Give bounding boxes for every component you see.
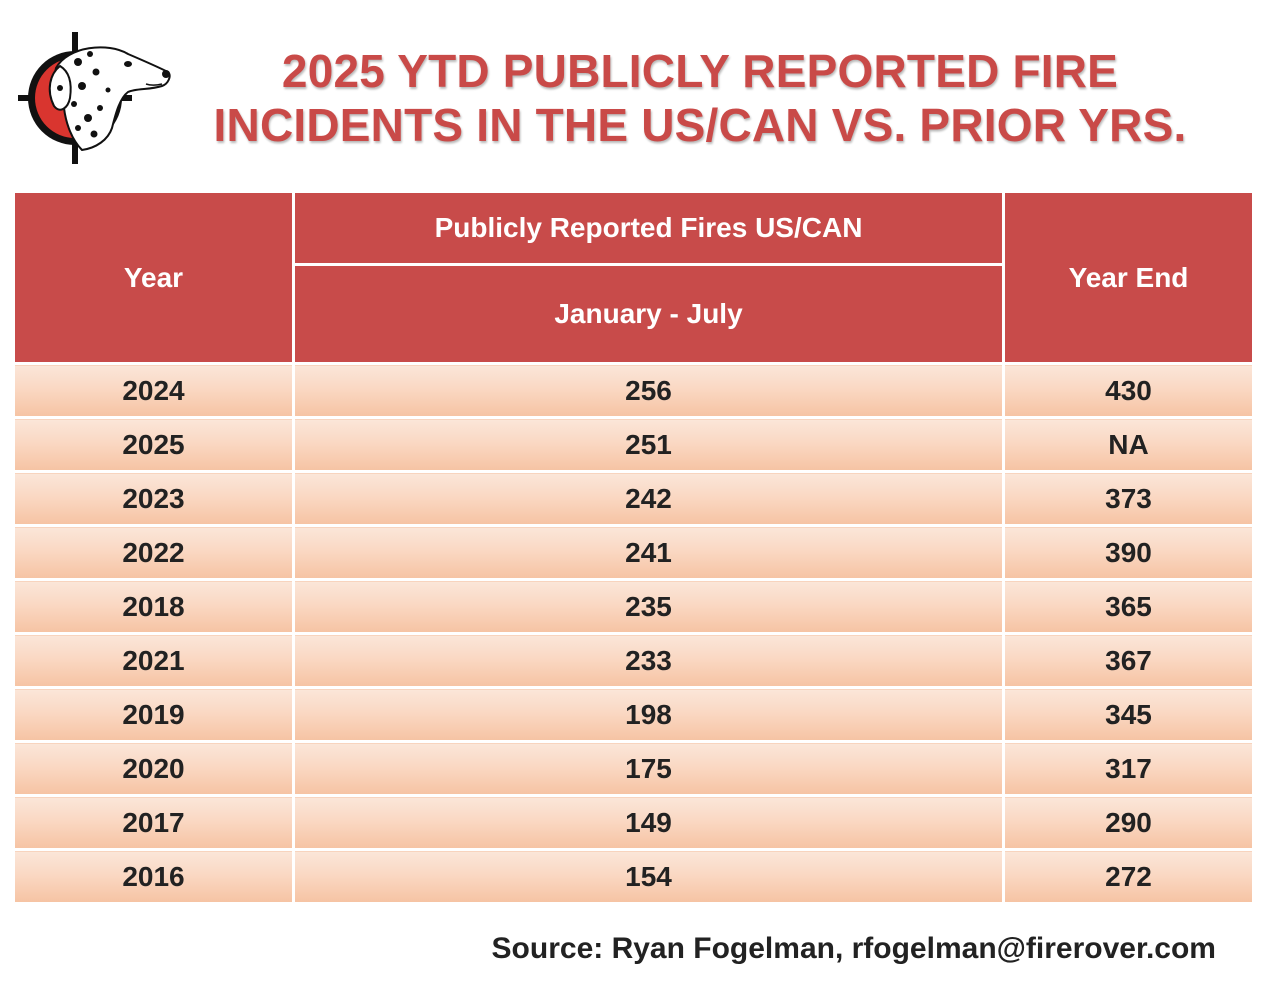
cell-year: 2025 <box>12 416 295 472</box>
cell-year-end: 290 <box>1002 794 1255 850</box>
cell-jan-jul: 175 <box>292 740 1005 796</box>
header-publicly-reported-fires: Publicly Reported Fires US/CAN <box>292 190 1005 266</box>
fire-incidents-table: Year Publicly Reported Fires US/CAN Year… <box>12 190 1255 902</box>
cell-jan-jul: 154 <box>292 848 1005 902</box>
header-year-end: Year End <box>1002 190 1255 365</box>
cell-jan-jul: 198 <box>292 686 1005 742</box>
source-note: Source: Ryan Fogelman, rfogelman@firerov… <box>491 932 1216 965</box>
table-row: 2019 198 345 <box>12 686 1255 742</box>
title-line-2: INCIDENTS IN THE US/CAN VS. PRIOR YRS. <box>213 99 1187 151</box>
cell-year-end: 317 <box>1002 740 1255 796</box>
cell-year-end: 390 <box>1002 524 1255 580</box>
cell-jan-jul: 149 <box>292 794 1005 850</box>
cell-year: 2023 <box>12 470 295 526</box>
cell-year-end: 272 <box>1002 848 1255 902</box>
table-row: 2018 235 365 <box>12 578 1255 634</box>
cell-year-end: 367 <box>1002 632 1255 688</box>
table-row: 2016 154 272 <box>12 848 1255 902</box>
cell-year-end: 345 <box>1002 686 1255 742</box>
cell-year: 2017 <box>12 794 295 850</box>
table-row: 2017 149 290 <box>12 794 1255 850</box>
cell-year: 2019 <box>12 686 295 742</box>
cell-jan-jul: 233 <box>292 632 1005 688</box>
table-row: 2023 242 373 <box>12 470 1255 526</box>
cell-year-end: 373 <box>1002 470 1255 526</box>
table-row: 2022 241 390 <box>12 524 1255 580</box>
title-line-1: 2025 YTD PUBLICLY REPORTED FIRE <box>281 45 1119 97</box>
cell-jan-jul: 251 <box>292 416 1005 472</box>
dalmatian-crosshair-logo <box>18 32 171 164</box>
cell-jan-jul: 242 <box>292 470 1005 526</box>
cell-jan-jul: 256 <box>292 363 1005 418</box>
cell-year: 2024 <box>12 363 295 418</box>
table-row: 2021 233 367 <box>12 632 1255 688</box>
cell-year: 2021 <box>12 632 295 688</box>
cell-year-end: NA <box>1002 416 1255 472</box>
page-title: 2025 YTD PUBLICLY REPORTED FIRE INCIDENT… <box>190 44 1210 152</box>
table-row: 2020 175 317 <box>12 740 1255 796</box>
table-row: 2025 251 NA <box>12 416 1255 472</box>
cell-year: 2022 <box>12 524 295 580</box>
table-row: 2024 256 430 <box>12 363 1255 418</box>
header-january-july: January - July <box>292 263 1005 365</box>
cell-year: 2016 <box>12 848 295 902</box>
cell-jan-jul: 241 <box>292 524 1005 580</box>
header-year: Year <box>12 190 295 365</box>
cell-year: 2018 <box>12 578 295 634</box>
cell-jan-jul: 235 <box>292 578 1005 634</box>
cell-year-end: 365 <box>1002 578 1255 634</box>
cell-year-end: 430 <box>1002 363 1255 418</box>
cell-year: 2020 <box>12 740 295 796</box>
